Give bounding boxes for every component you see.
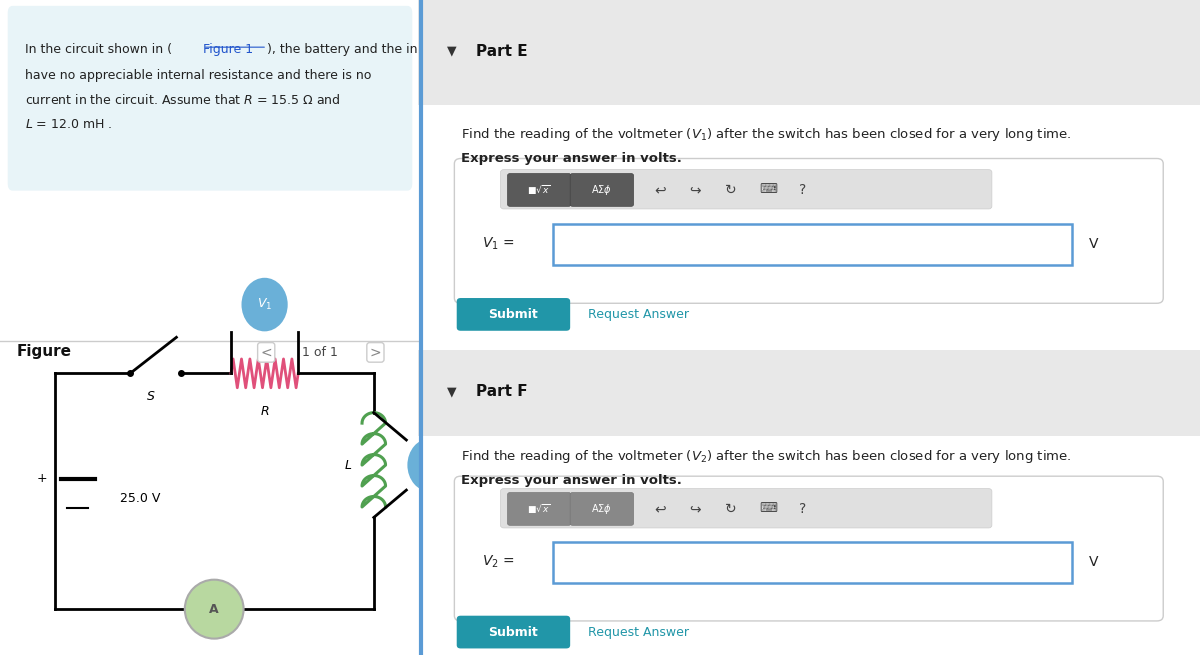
FancyBboxPatch shape — [553, 542, 1073, 583]
Text: A$\Sigma\phi$: A$\Sigma\phi$ — [590, 183, 612, 197]
Text: 25.0 V: 25.0 V — [120, 492, 160, 505]
Text: Request Answer: Request Answer — [588, 308, 689, 321]
FancyBboxPatch shape — [455, 476, 1163, 621]
Ellipse shape — [240, 276, 289, 332]
FancyBboxPatch shape — [455, 159, 1163, 303]
Text: Submit: Submit — [488, 308, 538, 321]
Text: Request Answer: Request Answer — [588, 626, 689, 639]
Text: $L$ = 12.0 mH .: $L$ = 12.0 mH . — [25, 118, 113, 131]
Text: >: > — [370, 345, 382, 360]
FancyBboxPatch shape — [418, 0, 1200, 105]
Text: ↻: ↻ — [725, 183, 737, 197]
Text: Part E: Part E — [476, 44, 528, 58]
Text: ▼: ▼ — [448, 45, 457, 58]
FancyBboxPatch shape — [418, 350, 1200, 436]
Text: $V_2$ =: $V_2$ = — [481, 553, 515, 571]
Text: ▼: ▼ — [448, 385, 457, 398]
Text: Find the reading of the voltmeter ($V_1$) after the switch has been closed for a: Find the reading of the voltmeter ($V_1$… — [461, 126, 1072, 143]
Text: ?: ? — [799, 502, 806, 516]
Text: 1 of 1: 1 of 1 — [302, 346, 338, 359]
Text: Express your answer in volts.: Express your answer in volts. — [461, 152, 682, 165]
FancyBboxPatch shape — [500, 170, 992, 209]
Text: <: < — [260, 345, 272, 360]
Text: Figure 1: Figure 1 — [203, 43, 253, 56]
Text: ↻: ↻ — [725, 502, 737, 516]
Text: $V_2$: $V_2$ — [422, 457, 438, 473]
FancyBboxPatch shape — [570, 493, 634, 525]
FancyBboxPatch shape — [508, 174, 571, 206]
Text: Express your answer in volts.: Express your answer in volts. — [461, 474, 682, 487]
Text: ↩: ↩ — [654, 502, 666, 516]
Text: +: + — [37, 472, 47, 485]
FancyBboxPatch shape — [500, 489, 992, 528]
Text: In the circuit shown in (: In the circuit shown in ( — [25, 43, 173, 56]
Text: V: V — [1088, 236, 1098, 251]
Text: ⌨: ⌨ — [760, 183, 778, 196]
Text: Submit: Submit — [488, 626, 538, 639]
Text: V: V — [1088, 555, 1098, 569]
FancyBboxPatch shape — [8, 7, 412, 190]
FancyBboxPatch shape — [553, 224, 1073, 265]
Text: L: L — [344, 458, 352, 472]
Text: $\blacksquare\sqrt{x}$: $\blacksquare\sqrt{x}$ — [527, 502, 551, 515]
Text: A: A — [209, 603, 220, 616]
Text: Find the reading of the voltmeter ($V_2$) after the switch has been closed for a: Find the reading of the voltmeter ($V_2$… — [461, 448, 1072, 465]
Text: $V_1$: $V_1$ — [257, 297, 272, 312]
Ellipse shape — [185, 580, 244, 639]
FancyBboxPatch shape — [457, 616, 570, 648]
Text: A$\Sigma\phi$: A$\Sigma\phi$ — [590, 502, 612, 516]
Text: ⌨: ⌨ — [760, 502, 778, 515]
FancyBboxPatch shape — [508, 493, 571, 525]
FancyBboxPatch shape — [457, 298, 570, 331]
Text: ), the battery and the inductor: ), the battery and the inductor — [268, 43, 458, 56]
Text: $\blacksquare\sqrt{x}$: $\blacksquare\sqrt{x}$ — [527, 183, 551, 196]
Text: $V_1$ =: $V_1$ = — [481, 235, 515, 252]
Text: have no appreciable internal resistance and there is no: have no appreciable internal resistance … — [25, 69, 372, 82]
Text: Part F: Part F — [476, 384, 528, 399]
Ellipse shape — [407, 438, 455, 493]
Text: ↪: ↪ — [690, 183, 701, 197]
Text: Figure: Figure — [17, 344, 72, 359]
Text: ↪: ↪ — [690, 502, 701, 516]
Text: ?: ? — [799, 183, 806, 197]
Text: R: R — [260, 405, 269, 418]
Text: current in the circuit. Assume that $R$ = 15.5 $\Omega$ and: current in the circuit. Assume that $R$ … — [25, 93, 341, 107]
Text: ↩: ↩ — [654, 183, 666, 197]
FancyBboxPatch shape — [570, 174, 634, 206]
Text: S: S — [148, 390, 155, 403]
